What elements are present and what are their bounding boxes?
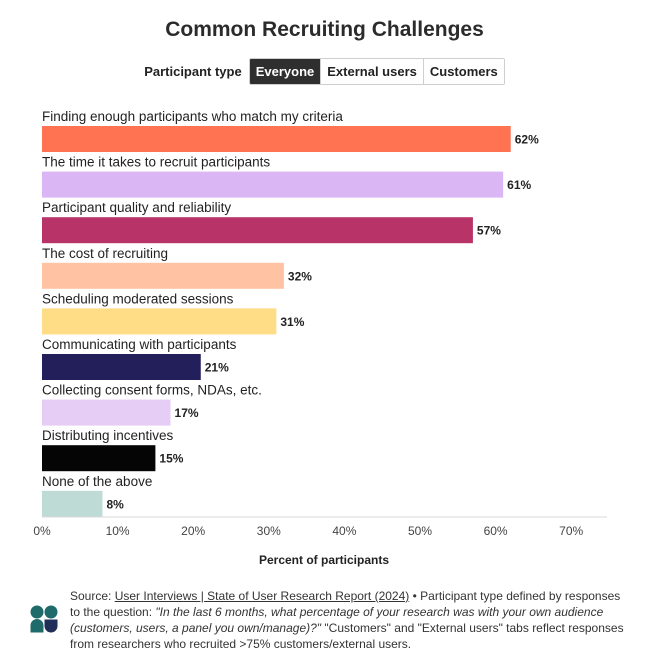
bar-value-label: 17%: [175, 406, 199, 420]
participant-type-tabs: Everyone External users Customers: [248, 58, 505, 85]
source-prefix: Source:: [70, 589, 115, 603]
source-question: "In the last 6 months, what percentage o…: [70, 605, 604, 635]
source-text-2: "Customers" and "External users" tabs re…: [70, 621, 624, 651]
bar: [42, 126, 511, 152]
tab-external-users[interactable]: External users: [320, 59, 423, 84]
bar: [42, 262, 284, 289]
bar-category-label: Collecting consent forms, NDAs, etc.: [42, 383, 262, 398]
bar: [42, 217, 473, 244]
bar-category-label: Communicating with participants: [42, 337, 237, 352]
bar-chart: Finding enough participants who match my…: [33, 109, 607, 567]
bar-value-label: 15%: [159, 452, 183, 466]
bar: [42, 445, 156, 472]
bar-value-label: 32%: [288, 269, 312, 283]
bar-category-label: Finding enough participants who match my…: [42, 109, 343, 124]
x-tick-label: 20%: [181, 524, 205, 538]
bar-value-label: 31%: [280, 315, 304, 329]
bar-category-label: Scheduling moderated sessions: [42, 291, 234, 306]
participant-type-filter: Participant type Everyone External users…: [0, 58, 649, 85]
tab-everyone[interactable]: Everyone: [249, 59, 321, 84]
x-tick-label: 10%: [106, 524, 130, 538]
bar-value-label: 62%: [515, 133, 539, 147]
bar: [42, 399, 171, 426]
bar-category-label: Participant quality and reliability: [42, 200, 231, 215]
source-link[interactable]: User Interviews | State of User Research…: [114, 589, 410, 603]
x-tick-label: 0%: [33, 524, 51, 538]
bar: [42, 354, 201, 380]
x-tick-label: 40%: [332, 524, 356, 538]
bar-category-label: The time it takes to recruit participant…: [42, 155, 270, 170]
x-tick-label: 50%: [408, 524, 432, 538]
bar-value-label: 8%: [106, 497, 124, 511]
participant-type-label: Participant type: [144, 64, 242, 79]
bar-value-label: 61%: [507, 178, 531, 192]
source-text-1: • Participant type defined by responses …: [70, 589, 621, 619]
x-tick-label: 60%: [484, 524, 508, 538]
x-tick-label: 30%: [257, 524, 281, 538]
chart-title: Common Recruiting Challenges: [165, 18, 484, 41]
bar: [42, 171, 504, 198]
source-note: Source: User Interviews | State of User …: [70, 588, 630, 652]
bar-value-label: 21%: [205, 361, 229, 375]
bar: [42, 308, 277, 335]
x-axis-title: Percent of participants: [259, 553, 389, 567]
x-tick-label: 70%: [559, 524, 583, 538]
bar-category-label: None of the above: [42, 474, 152, 489]
user-interviews-logo-icon: [30, 605, 58, 633]
bar-category-label: Distributing incentives: [42, 428, 174, 443]
tab-customers[interactable]: Customers: [422, 59, 504, 84]
bar-category-label: The cost of recruiting: [42, 246, 168, 261]
bar-value-label: 57%: [477, 224, 501, 238]
bar: [42, 490, 103, 517]
